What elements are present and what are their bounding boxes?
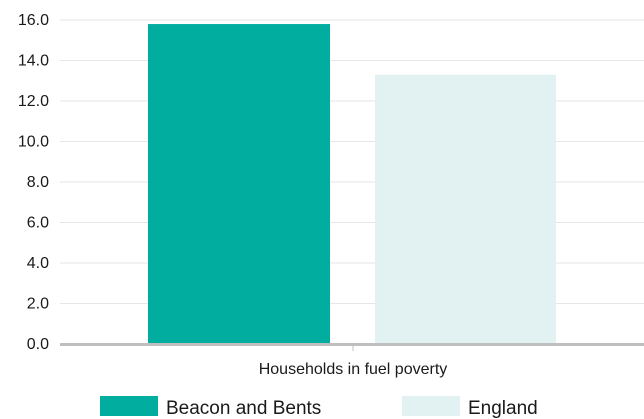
bars [148, 24, 556, 345]
y-tick-label: 12.0 [18, 93, 49, 110]
legend-swatch [100, 396, 158, 416]
y-tick-label: 8.0 [27, 174, 49, 191]
y-tick-label: 16.0 [18, 12, 49, 29]
x-category-label: Households in fuel poverty [259, 361, 448, 378]
y-tick-label: 2.0 [27, 296, 49, 313]
x-axis [60, 343, 644, 351]
bar-england [375, 74, 556, 345]
legend-item: England [402, 396, 538, 419]
legend-label: Beacon and Bents [166, 398, 321, 419]
y-tick-label: 14.0 [18, 53, 49, 70]
legend-swatch [402, 396, 460, 416]
bar-beacon-and-bents [148, 24, 330, 345]
gridlines [60, 19, 644, 304]
y-tick-label: 10.0 [18, 134, 49, 151]
y-tick-label: 0.0 [27, 336, 49, 353]
y-tick-label: 4.0 [27, 255, 49, 272]
y-tick-label: 6.0 [27, 215, 49, 232]
y-tick-labels: 0.0 2.0 4.0 6.0 8.0 10.0 12.0 14.0 16.0 [18, 12, 49, 353]
legend-item: Beacon and Bents [100, 396, 321, 419]
legend-label: England [468, 398, 538, 419]
legend: Beacon and Bents England [100, 396, 538, 419]
x-category-labels: Households in fuel poverty [259, 361, 448, 378]
